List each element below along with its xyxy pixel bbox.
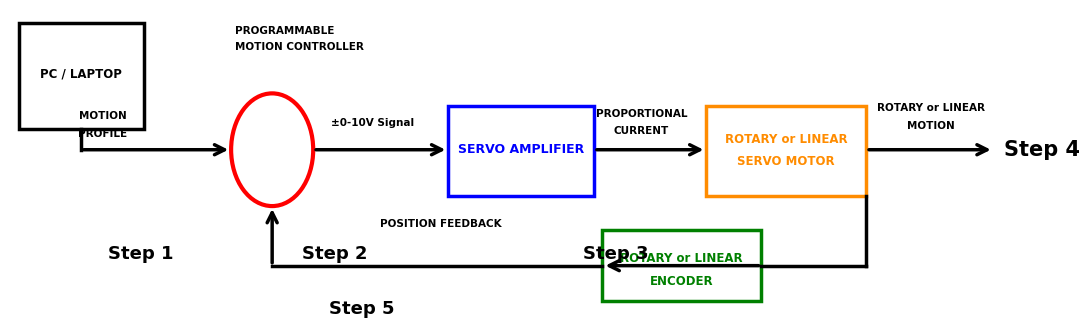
Text: MOTION: MOTION: [79, 111, 126, 121]
Bar: [602, 230, 761, 301]
Text: ENCODER: ENCODER: [650, 275, 713, 288]
Text: MOTION: MOTION: [907, 121, 955, 131]
Text: ROTARY or LINEAR: ROTARY or LINEAR: [725, 133, 848, 146]
Bar: [448, 106, 594, 196]
Text: MOTION CONTROLLER: MOTION CONTROLLER: [235, 42, 364, 52]
Bar: [19, 23, 144, 129]
Text: ROTARY or LINEAR: ROTARY or LINEAR: [877, 103, 985, 113]
Text: PROFILE: PROFILE: [78, 129, 127, 139]
Text: Step 4: Step 4: [1004, 140, 1080, 160]
Text: Step 3: Step 3: [583, 245, 648, 263]
Text: SERVO MOTOR: SERVO MOTOR: [738, 155, 835, 168]
Text: ±0-10V Signal: ±0-10V Signal: [332, 118, 414, 128]
Text: Step 1: Step 1: [108, 245, 173, 263]
Text: Step 5: Step 5: [329, 300, 394, 318]
Text: PROPORTIONAL: PROPORTIONAL: [596, 109, 687, 118]
Ellipse shape: [231, 93, 313, 206]
Text: POSITION FEEDBACK: POSITION FEEDBACK: [380, 219, 501, 229]
Text: PROGRAMMABLE: PROGRAMMABLE: [235, 26, 335, 36]
Text: Step 2: Step 2: [302, 245, 367, 263]
Text: ROTARY or LINEAR: ROTARY or LINEAR: [620, 252, 743, 265]
Text: SERVO AMPLIFIER: SERVO AMPLIFIER: [458, 143, 584, 156]
Text: PC / LAPTOP: PC / LAPTOP: [40, 68, 122, 80]
Bar: [706, 106, 866, 196]
Text: CURRENT: CURRENT: [613, 126, 670, 136]
